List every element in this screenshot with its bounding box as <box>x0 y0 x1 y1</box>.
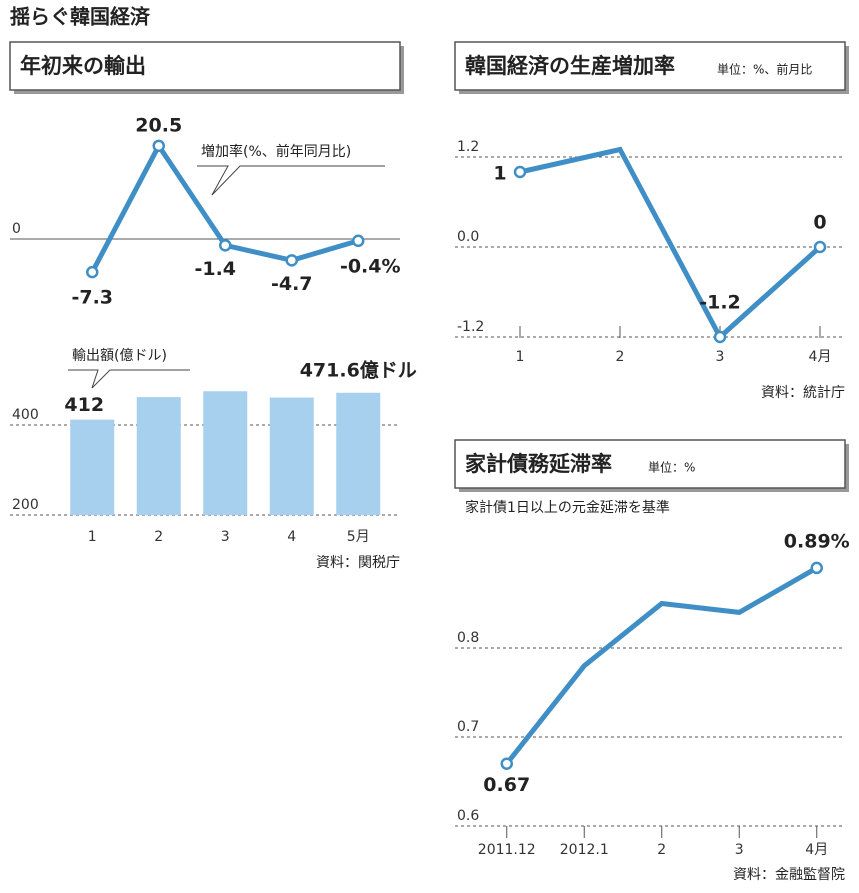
x-tick-label: 2 <box>154 529 163 545</box>
point <box>352 234 365 248</box>
header-box <box>454 41 846 91</box>
y-tick-label: 0.0 <box>457 229 479 245</box>
value-label: -4.7 <box>271 273 313 295</box>
y-tick-label: -1.2 <box>457 319 484 335</box>
value-label: 471.6億ドル <box>300 358 417 381</box>
point <box>500 757 513 770</box>
chart-title: 家計債務延滞率 <box>465 452 612 476</box>
chart-subtitle: 単位：%、前月比 <box>717 62 812 77</box>
annotation: 増加率(%、前年同月比) <box>201 143 351 160</box>
source: 資料：金融監督院 <box>733 866 845 883</box>
x-tick-label: 4月 <box>809 349 832 365</box>
y-tick-label: 0.6 <box>457 808 479 824</box>
x-tick-label: 4月 <box>805 842 828 858</box>
callout <box>197 165 385 196</box>
point <box>810 561 823 575</box>
point <box>219 239 232 252</box>
source: 資料：関税庁 <box>316 555 400 571</box>
bar <box>336 392 381 515</box>
value-label: -1.4 <box>194 258 236 280</box>
x-tick-label: 4 <box>287 529 296 545</box>
line <box>90 140 359 274</box>
value-label: -7.3 <box>71 287 113 309</box>
y-tick-label: 200 <box>12 497 39 513</box>
y-tick-label: 1.2 <box>457 139 479 155</box>
x-tick-label: 3 <box>735 842 744 858</box>
x-tick-label: 2 <box>616 349 625 365</box>
y-tick-label: 0.7 <box>457 719 479 735</box>
x-tick-label: 1 <box>88 529 97 545</box>
source: 資料：統計庁 <box>761 385 845 401</box>
bar <box>269 397 314 515</box>
value-label: 412 <box>64 394 104 416</box>
chart-note: 家計債1日以上の元金延滞を基準 <box>465 499 670 516</box>
header-box <box>9 41 401 91</box>
bar <box>136 397 181 515</box>
point <box>513 165 527 179</box>
point <box>713 330 727 344</box>
x-tick-label: 2011.12 <box>478 842 536 858</box>
value-label: -0.4% <box>340 255 401 277</box>
value-label: 0 <box>813 212 826 234</box>
point <box>813 240 827 254</box>
x-tick-label: 3 <box>716 349 725 365</box>
y-tick-label: 0.8 <box>457 630 479 646</box>
value-label: 0.89% <box>784 530 850 552</box>
y-tick-label: 0 <box>12 221 21 237</box>
line <box>504 565 818 766</box>
x-tick-label: 5月 <box>347 529 370 545</box>
chart-title: 年初来の輸出 <box>20 54 146 78</box>
callout <box>68 369 190 389</box>
value-label: 0.67 <box>483 774 530 796</box>
x-tick-label: 2 <box>657 842 666 858</box>
point <box>285 254 298 267</box>
point <box>152 139 165 153</box>
x-tick-label: 2012.1 <box>560 842 609 858</box>
chart-subtitle: 単位：% <box>648 460 695 475</box>
annotation: 輸出額(億ドル) <box>72 348 167 364</box>
chart-title: 韓国経済の生産増加率 <box>465 54 675 78</box>
bar <box>70 419 115 515</box>
point <box>86 265 99 279</box>
main-title: 揺らぐ韓国経済 <box>10 5 151 29</box>
value-label: 20.5 <box>135 114 182 136</box>
x-tick-label: 1 <box>516 349 525 365</box>
line <box>519 146 822 341</box>
value-label: 1 <box>493 163 506 185</box>
x-tick-label: 3 <box>221 529 230 545</box>
bar <box>203 391 248 515</box>
value-label: -1.2 <box>699 292 741 314</box>
y-tick-label: 400 <box>12 407 39 423</box>
header-box <box>454 439 846 489</box>
